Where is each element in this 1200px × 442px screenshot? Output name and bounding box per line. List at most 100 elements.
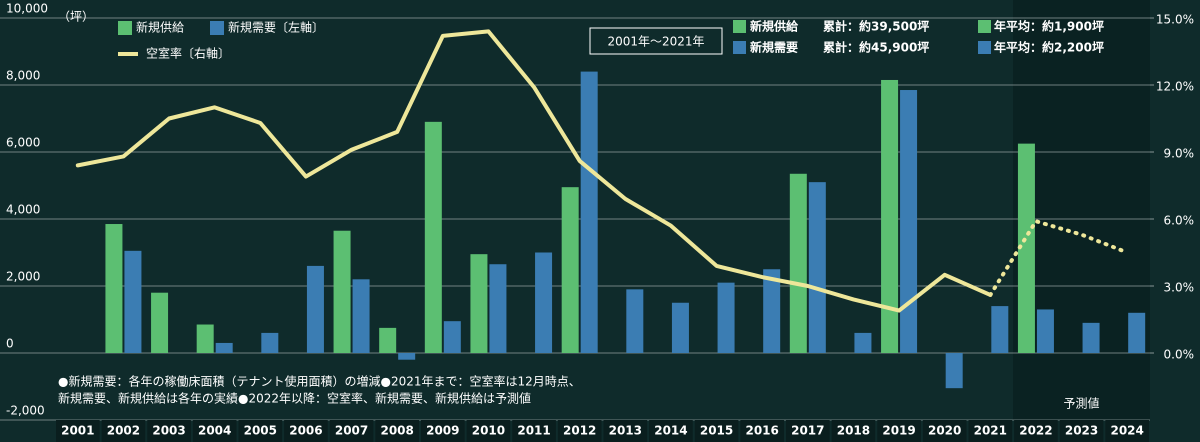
y2-tick-label: 0.0%: [1164, 348, 1195, 362]
bar: [671, 302, 689, 353]
x-tick-box: [512, 420, 556, 442]
x-tick-label: 2006: [289, 424, 322, 438]
bar: [991, 306, 1009, 353]
x-tick-box: [329, 420, 374, 442]
x-tick-label: 2012: [563, 424, 596, 438]
summary-swatch: [978, 41, 991, 54]
bar: [854, 332, 872, 353]
x-tick-box: [375, 420, 419, 442]
y-tick-label: 10,000: [6, 2, 48, 16]
bar: [124, 250, 142, 353]
x-tick-label: 2024: [1110, 424, 1143, 438]
y-tick-label: 8,000: [6, 69, 40, 83]
x-tick-label: 2014: [654, 424, 687, 438]
x-tick-label: 2017: [791, 424, 824, 438]
legend-label: 新規供給: [136, 20, 184, 35]
x-tick-label: 2008: [380, 424, 413, 438]
bar: [398, 353, 416, 360]
bar: [470, 254, 488, 353]
x-tick-label: 2016: [745, 424, 778, 438]
x-tick-label: 2015: [700, 424, 733, 438]
y2-tick-label: 9.0%: [1164, 147, 1195, 161]
x-tick-box: [192, 420, 237, 442]
summary-total: 累計：約39,500坪: [823, 19, 929, 34]
bar: [489, 264, 507, 353]
period-label: 2001年～2021年: [607, 35, 704, 49]
bar: [945, 353, 963, 389]
forecast-line: [988, 219, 1130, 297]
summary-total: 累計：約45,900坪: [823, 40, 929, 55]
bar: [535, 252, 553, 353]
x-tick-box: [740, 420, 784, 442]
x-tick-box: [101, 420, 146, 442]
y-tick-label: 4,000: [6, 203, 40, 217]
summary-name: 新規需要: [750, 40, 798, 55]
legend-label: 空室率〔右軸〕: [146, 46, 230, 61]
x-tick-label: 2001: [61, 424, 94, 438]
bar: [261, 332, 279, 353]
summary-swatch: [733, 20, 746, 33]
y2-tick-label: 6.0%: [1164, 214, 1195, 228]
bar: [881, 79, 899, 353]
x-tick-label: 2009: [426, 424, 459, 438]
x-tick-box: [968, 420, 1013, 442]
legend-swatch: [210, 21, 224, 35]
x-tick-box: [1014, 420, 1058, 442]
x-tick-label: 2019: [882, 424, 915, 438]
bar: [1036, 309, 1054, 353]
bar: [352, 279, 370, 353]
bar: [808, 182, 826, 353]
x-tick-label: 2010: [472, 424, 505, 438]
x-tick-label: 2022: [1019, 424, 1052, 438]
forecast-shade: [1013, 0, 1150, 420]
forecast-label: 予測値: [1064, 396, 1100, 411]
x-tick-box: [786, 420, 830, 442]
y2-tick-label: 15.0%: [1156, 13, 1194, 27]
x-tick-box: [922, 420, 967, 442]
bar: [379, 327, 397, 353]
summary-swatch: [978, 20, 991, 33]
legend-label: 新規需要〔左軸〕: [228, 20, 324, 35]
bar: [443, 321, 461, 353]
x-tick-label: 2021: [974, 424, 1007, 438]
bar: [763, 269, 781, 353]
x-tick-box: [147, 420, 191, 442]
summary-swatch: [733, 41, 746, 54]
bar: [1128, 312, 1146, 353]
bar: [900, 90, 918, 354]
bar: [215, 342, 233, 353]
x-tick-box: [466, 420, 511, 442]
x-tick-box: [238, 420, 283, 442]
x-tick-label: 2023: [1065, 424, 1098, 438]
bar: [561, 187, 579, 353]
x-tick-box: [1059, 420, 1104, 442]
y-tick-label: -2,000: [6, 404, 45, 418]
line: [75, 29, 993, 313]
legend-swatch: [118, 21, 132, 35]
x-tick-box: [421, 420, 465, 442]
x-tick-label: 2002: [107, 424, 140, 438]
y2-tick-label: 3.0%: [1164, 281, 1195, 295]
bar: [1017, 143, 1035, 353]
bar: [580, 71, 598, 353]
x-tick-label: 2013: [609, 424, 642, 438]
x-tick-label: 2011: [517, 424, 550, 438]
x-tick-box: [56, 420, 100, 442]
summary-average: 年平均：約1,900坪: [994, 19, 1104, 34]
x-tick-box: [694, 420, 739, 442]
bar: [626, 289, 644, 353]
x-tick-label: 2018: [837, 424, 870, 438]
bar: [789, 173, 807, 353]
unit-label: （坪）: [58, 10, 94, 24]
x-tick-label: 2007: [335, 424, 368, 438]
summary-name: 新規供給: [750, 19, 799, 34]
bar: [717, 282, 735, 353]
x-tick-box: [284, 420, 328, 442]
bar: [306, 265, 324, 353]
x-tick-box: [649, 420, 693, 442]
period-box: [589, 27, 723, 55]
y-tick-label: 6,000: [6, 136, 40, 150]
x-tick-label: 2003: [152, 424, 185, 438]
